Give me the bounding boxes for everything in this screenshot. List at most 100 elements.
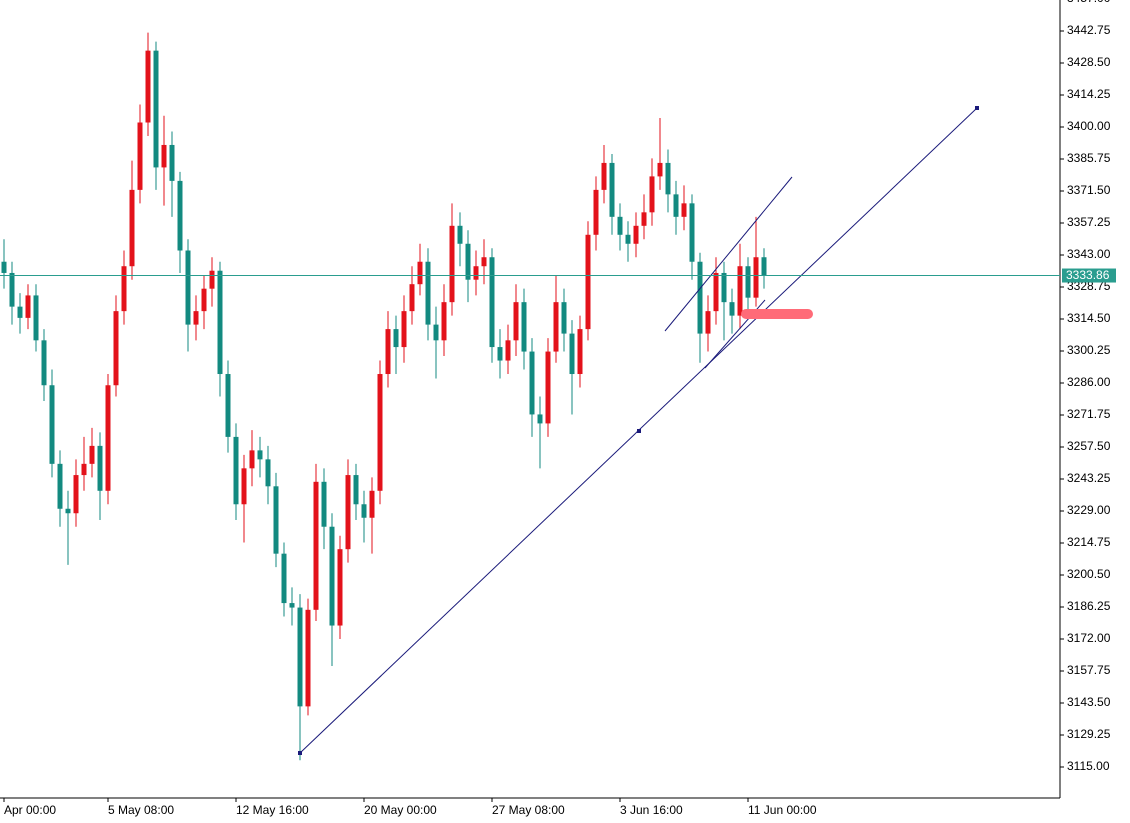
candle-body <box>97 445 103 491</box>
x-tick-label: 3 Jun 16:00 <box>620 803 683 817</box>
candle-body <box>209 270 215 289</box>
highlight-marker <box>741 309 813 319</box>
candle-body <box>129 189 135 267</box>
candle-body <box>585 234 591 330</box>
candle-body <box>713 272 719 312</box>
y-tick-label: 3243.25 <box>1067 471 1111 485</box>
candle-body <box>617 216 623 235</box>
candle-body <box>217 270 223 375</box>
candle-body <box>609 162 615 217</box>
y-tick-label: 3200.50 <box>1067 567 1111 581</box>
last-price-box <box>1062 268 1116 283</box>
y-tick-label: 3229.00 <box>1067 503 1111 517</box>
candle-body <box>273 486 279 554</box>
candle-body <box>561 302 567 334</box>
candle-body <box>689 203 695 262</box>
candle-body <box>377 374 383 491</box>
candle-body <box>185 250 191 325</box>
x-tick-label: 27 May 08:00 <box>492 803 565 817</box>
channel-line <box>664 176 793 332</box>
candle-body <box>545 351 551 424</box>
y-tick-label: 3343.00 <box>1067 247 1111 261</box>
candle-body <box>225 374 231 437</box>
candle-body <box>305 609 311 707</box>
candle-body <box>201 288 207 312</box>
candle-body <box>553 302 559 352</box>
x-tick-label: 12 May 16:00 <box>236 803 309 817</box>
candle-body <box>537 414 543 424</box>
candle-body <box>161 144 167 168</box>
candle-body <box>425 261 431 325</box>
candle-body <box>25 295 31 318</box>
y-tick-label: 3214.75 <box>1067 535 1111 549</box>
candle-body <box>337 549 343 626</box>
candle-body <box>705 311 711 334</box>
candle-body <box>601 162 607 190</box>
candle-body <box>177 180 183 251</box>
candles <box>1 32 767 761</box>
candle-body <box>681 203 687 217</box>
candle-body <box>593 189 599 235</box>
candle-body <box>81 463 87 476</box>
candle-body <box>489 257 495 348</box>
candle-body <box>745 266 751 298</box>
candle-body <box>369 490 375 518</box>
candle-body <box>345 475 351 550</box>
x-tick-label: Apr 00:00 <box>4 803 56 817</box>
candle-body <box>665 162 671 195</box>
y-tick-label: 3143.50 <box>1067 695 1111 709</box>
candle-body <box>17 306 23 318</box>
candle-body <box>313 481 319 610</box>
x-tick-label: 11 Jun 00:00 <box>748 803 817 817</box>
candle-body <box>153 50 159 168</box>
candle-body <box>105 385 111 491</box>
candle-body <box>417 261 423 285</box>
candle-body <box>465 243 471 280</box>
y-tick-label: 3257.50 <box>1067 439 1111 453</box>
candle-body <box>1 261 7 273</box>
candle-body <box>361 504 367 518</box>
candle-body <box>289 603 295 608</box>
candle-body <box>329 526 335 626</box>
candle-body <box>673 194 679 217</box>
candle-body <box>657 162 663 177</box>
candle-body <box>73 475 79 514</box>
candle-body <box>249 450 255 469</box>
candle-body <box>409 284 415 312</box>
candle-body <box>169 144 175 181</box>
y-tick-label: 3357.25 <box>1067 215 1111 229</box>
y-tick-label: 3300.25 <box>1067 343 1111 357</box>
candle-body <box>393 329 399 348</box>
y-tick-label: 3115.00 <box>1067 759 1110 773</box>
candle-body <box>441 302 447 341</box>
y-tick-label: 3457.00 <box>1067 0 1111 5</box>
candle-body <box>457 225 463 244</box>
last-price-label: 3333.86 <box>1066 268 1110 282</box>
candle-body <box>41 340 47 386</box>
candle-body <box>737 266 743 316</box>
candle-body <box>241 468 247 505</box>
candle-body <box>697 261 703 334</box>
candle-body <box>513 302 519 341</box>
candle-body <box>529 351 535 415</box>
candle-body <box>521 302 527 352</box>
candle-body <box>233 436 239 505</box>
candle-body <box>385 329 391 375</box>
drawings <box>298 106 979 755</box>
trendline-handle <box>298 751 302 755</box>
candle-body <box>353 475 359 505</box>
trendline-handle <box>975 106 979 110</box>
candle-body <box>577 329 583 375</box>
y-tick-label: 3157.75 <box>1067 663 1111 677</box>
candle-body <box>297 607 303 707</box>
trendline-handle <box>637 429 641 433</box>
candle-body <box>257 450 263 460</box>
candle-body <box>633 225 639 244</box>
candle-body <box>761 257 767 276</box>
y-tick-label: 3414.25 <box>1067 87 1111 101</box>
y-tick-label: 3385.75 <box>1067 151 1111 165</box>
candle-body <box>505 340 511 361</box>
candle-body <box>729 302 735 316</box>
